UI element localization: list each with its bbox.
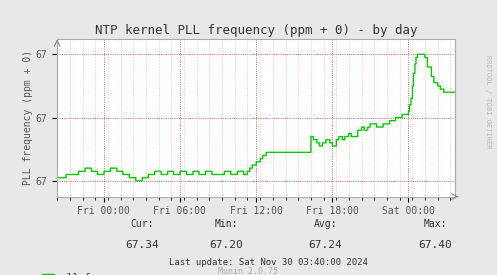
Text: Min:: Min: — [214, 219, 238, 229]
Text: RRDTOOL / TOBI OETIKER: RRDTOOL / TOBI OETIKER — [485, 55, 491, 148]
Text: Max:: Max: — [423, 219, 447, 229]
Text: 67.24: 67.24 — [309, 240, 342, 249]
Title: NTP kernel PLL frequency (ppm + 0) - by day: NTP kernel PLL frequency (ppm + 0) - by … — [95, 24, 417, 37]
Text: Avg:: Avg: — [314, 219, 337, 229]
Text: Munin 2.0.75: Munin 2.0.75 — [219, 267, 278, 275]
Text: Cur:: Cur: — [130, 219, 154, 229]
Text: 67.40: 67.40 — [418, 240, 452, 249]
Text: 67.20: 67.20 — [209, 240, 243, 249]
Text: Last update: Sat Nov 30 03:40:00 2024: Last update: Sat Nov 30 03:40:00 2024 — [169, 258, 368, 267]
Text: 67.34: 67.34 — [125, 240, 159, 249]
Y-axis label: PLL frequency (ppm + 0): PLL frequency (ppm + 0) — [23, 50, 33, 185]
Legend: pll-freq: pll-freq — [42, 273, 108, 275]
